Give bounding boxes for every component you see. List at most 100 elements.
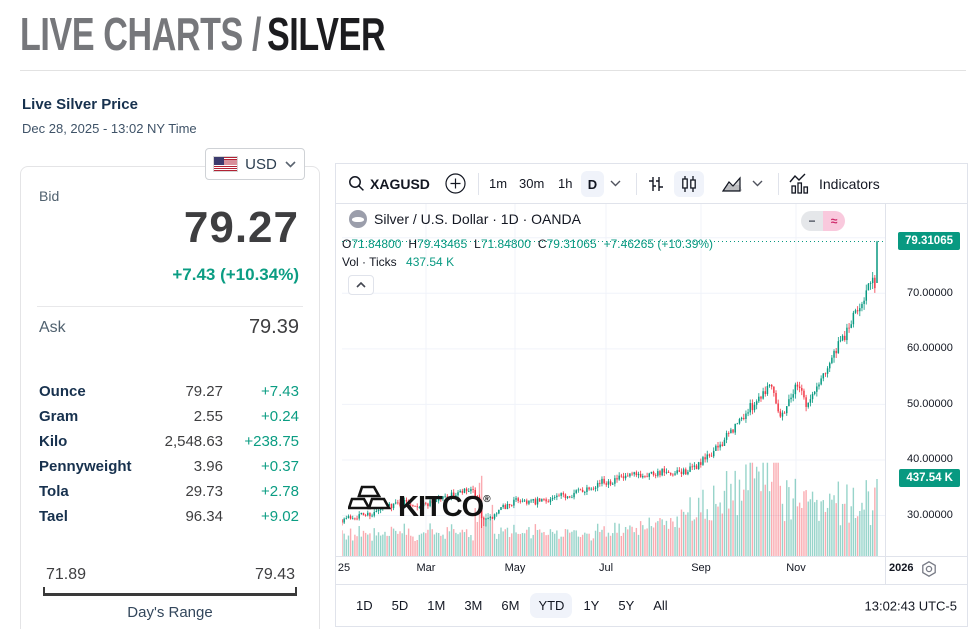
unit-label: Kilo bbox=[39, 433, 68, 450]
price-axis-border bbox=[885, 204, 886, 584]
last-price-badge: 79.31065 bbox=[898, 231, 960, 250]
unit-row: Tael 96.34 +9.02 bbox=[39, 504, 299, 529]
ohlc-values: O71.84800 H79.43465 L71.84800 C79.31065 +7.4… bbox=[342, 237, 713, 251]
unit-change: +238.75 bbox=[244, 433, 299, 450]
candlestick-series bbox=[342, 240, 878, 529]
time-axis-label: Sep bbox=[691, 562, 711, 574]
ohlc-segment: L71.84800 bbox=[474, 237, 531, 251]
page-title-metal: SILVER bbox=[266, 8, 386, 60]
last-volume-badge: 437.54 K bbox=[899, 468, 960, 487]
range-button-3m[interactable]: 3M bbox=[464, 598, 483, 613]
ohlc-value: 79.31065 bbox=[546, 237, 597, 251]
market-minus-flag[interactable]: − bbox=[801, 211, 823, 231]
unit-label: Gram bbox=[39, 408, 79, 425]
ask-label: Ask bbox=[39, 319, 66, 336]
style-menu-chevron-icon[interactable] bbox=[752, 164, 763, 203]
unit-label: Ounce bbox=[39, 383, 86, 400]
legend-symbol-row[interactable]: Silver / U.S. Dollar · 1D · OANDA bbox=[349, 210, 581, 228]
interval-d-selected[interactable]: D bbox=[581, 171, 604, 197]
kitco-logo-text: KITCO® bbox=[398, 491, 491, 523]
ohlc-value: 71.84800 bbox=[351, 237, 402, 251]
range-high: 79.43 bbox=[254, 566, 295, 583]
grid-lines bbox=[342, 204, 885, 556]
unit-row: Ounce 79.27 +7.43 bbox=[39, 379, 299, 404]
interval-1m[interactable]: 1m bbox=[489, 176, 508, 191]
range-button-1y[interactable]: 1Y bbox=[583, 598, 600, 613]
unit-change: +2.78 bbox=[261, 483, 299, 500]
unit-label: Tola bbox=[39, 483, 69, 500]
range-button-5y[interactable]: 5Y bbox=[618, 598, 635, 613]
legend-collapse-button[interactable] bbox=[348, 275, 374, 295]
price-axis-label: 30.00000 bbox=[907, 509, 953, 521]
ask-price: 79.39 bbox=[248, 316, 299, 338]
symbol-logo-icon bbox=[349, 210, 367, 228]
unit-change: +0.37 bbox=[261, 458, 299, 475]
ohlc-segment: C79.31065 bbox=[538, 237, 597, 251]
unit-price-table: Ounce 79.27 +7.43 Gram 2.55 +0.24 Kilo 2,548.63… bbox=[39, 379, 299, 529]
ohlc-key: C bbox=[537, 237, 547, 251]
ohlc-change: +7.46265 (+10.39%) bbox=[603, 237, 714, 251]
legend-symbol-title: Silver / U.S. Dollar · 1D · OANDA bbox=[374, 211, 581, 227]
interval-1h[interactable]: 1h bbox=[558, 176, 573, 191]
toolbar-separator bbox=[478, 173, 479, 195]
page-title: LIVE CHARTS / SILVER bbox=[20, 6, 386, 62]
time-axis-border bbox=[336, 556, 967, 557]
toolbar-separator bbox=[636, 173, 637, 195]
range-button-all[interactable]: All bbox=[653, 598, 668, 613]
legend-flags: − ≈ bbox=[801, 211, 845, 231]
symbol-name[interactable]: XAGUSD bbox=[370, 175, 430, 192]
unit-value: 3.96 bbox=[193, 458, 223, 475]
interval-30m[interactable]: 30m bbox=[519, 176, 545, 191]
unit-label: Tael bbox=[39, 508, 68, 525]
range-button-5d[interactable]: 5D bbox=[391, 598, 409, 613]
currency-selector[interactable]: USD bbox=[205, 148, 305, 180]
unit-change: +9.02 bbox=[261, 508, 299, 525]
range-button-1d[interactable]: 1D bbox=[356, 598, 373, 613]
symbol-search-icon[interactable] bbox=[348, 164, 365, 203]
header-divider bbox=[20, 70, 966, 71]
quote-card: Bid 79.27 +7.43 (+10.34%) Ask 79.39 Ounc… bbox=[20, 166, 320, 629]
ohlc-segment: H79.43465 bbox=[408, 237, 467, 251]
ohlc-value: 71.84800 bbox=[480, 237, 531, 251]
unit-row: Pennyweight 3.96 +0.37 bbox=[39, 454, 299, 479]
chart-style-bars-icon[interactable] bbox=[645, 164, 667, 203]
unit-row: Gram 2.55 +0.24 bbox=[39, 404, 299, 429]
unit-change: +7.43 bbox=[261, 383, 299, 400]
kitco-gold-bars-icon bbox=[348, 485, 392, 510]
currency-code: USD bbox=[245, 155, 277, 173]
range-button-6m[interactable]: 6M bbox=[501, 598, 520, 613]
time-axis-label: Mar bbox=[416, 562, 436, 574]
indicators-icon[interactable]: Indicators bbox=[788, 164, 880, 203]
chart-clock[interactable]: 13:02:43 UTC-5 bbox=[864, 598, 958, 613]
market-approx-flag[interactable]: ≈ bbox=[823, 211, 845, 231]
chart-style-candles-icon[interactable] bbox=[674, 171, 704, 197]
quote-timestamp: Dec 28, 2025 - 13:02 NY Time bbox=[22, 121, 197, 136]
time-axis-label: Jul bbox=[598, 562, 614, 574]
toolbar-separator bbox=[778, 173, 779, 195]
candlestick-chart[interactable] bbox=[336, 164, 969, 628]
volume-series bbox=[342, 462, 878, 556]
compare-add-icon[interactable] bbox=[445, 164, 466, 203]
bid-price: 79.27 bbox=[183, 203, 299, 252]
volume-value: 437.54 K bbox=[406, 255, 455, 269]
range-toolbar: 1D 5D 1M 3M 6M YTD 1Y 5Y All 13:02:43 UTC-5 bbox=[336, 584, 967, 626]
time-axis-label: Nov bbox=[786, 562, 806, 574]
range-button-ytd[interactable]: YTD bbox=[530, 593, 573, 618]
time-axis-label: 2026 bbox=[888, 562, 914, 574]
time-axis-label: May bbox=[504, 562, 526, 574]
range-button-1m[interactable]: 1M bbox=[427, 598, 446, 613]
unit-value: 2.55 bbox=[193, 408, 223, 425]
unit-label: Pennyweight bbox=[39, 458, 132, 475]
price-axis-label: 50.00000 bbox=[907, 397, 953, 410]
ohlc-segment: O71.84800 bbox=[342, 237, 401, 251]
time-axis-label: 25 bbox=[337, 562, 351, 574]
chart-style-area-icon[interactable] bbox=[721, 164, 745, 203]
unit-row: Tola 29.73 +2.78 bbox=[39, 479, 299, 504]
tradingview-widget: XAGUSD 1m 30m 1h D bbox=[335, 163, 968, 627]
ohlc-key: O bbox=[342, 237, 352, 251]
axis-settings-gear-icon[interactable] bbox=[920, 560, 938, 583]
price-axis-label: 40.00000 bbox=[907, 453, 953, 466]
ohlc-key: H bbox=[408, 237, 418, 251]
interval-menu-chevron-icon[interactable] bbox=[610, 164, 621, 203]
